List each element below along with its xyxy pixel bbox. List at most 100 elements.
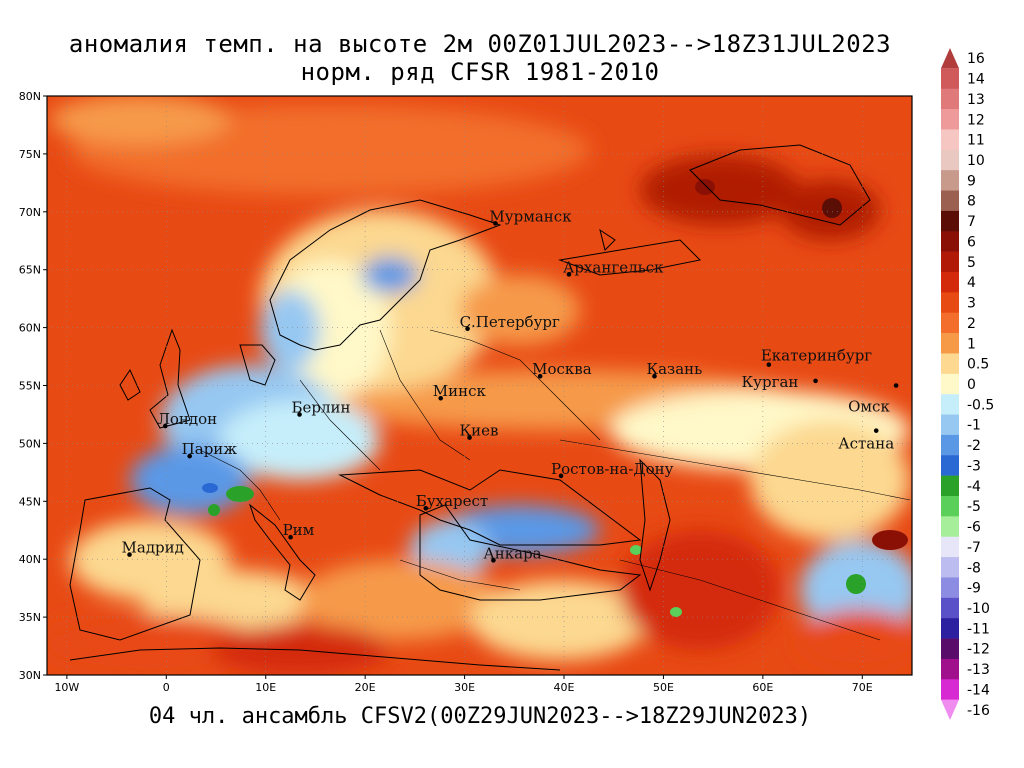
legend-label: 16 [967,51,985,67]
legend-label: 7 [967,214,976,230]
legend-label: 13 [967,92,985,108]
legend-label: 2 [967,316,976,332]
legend-swatch [941,88,959,110]
legend-swatch [941,373,959,395]
legend-swatch [941,109,959,130]
city-label: Анкара [483,544,541,562]
city-label: Мурманск [489,207,572,225]
lon-tick-label: 0 [163,681,170,694]
legend-label: 6 [967,234,976,250]
legend-label: -6 [967,520,981,536]
legend-label: 10 [967,153,985,169]
legend-label: -2 [967,438,981,454]
legend-swatch [941,251,959,273]
city-marker [813,378,818,384]
city-label: Мадрид [122,539,184,557]
lon-tick-label: 10E [255,681,276,694]
legend-swatch [941,190,959,212]
city-label: Париж [182,440,238,458]
legend-swatch [941,210,959,232]
legend-swatch [941,557,959,578]
legend-swatch [941,149,959,171]
city-label: Астана [838,435,894,453]
lon-tick-label: 50E [653,681,674,694]
legend-label: -0.5 [967,397,994,413]
city-label: Казань [646,360,702,378]
legend-swatch-top [941,48,959,69]
city-label: Курган [742,373,799,391]
city-marker [558,473,564,479]
legend-swatch [941,536,959,558]
ensemble-footer: 04 чл. ансамбль CFSV2(00Z29JUN2023-->18Z… [148,704,812,729]
borders [199,329,911,641]
map-title: аномалия темп. на высоте 2м 00Z01JUL2023… [68,30,892,58]
city-marker [467,435,472,440]
legend-label: 9 [967,173,976,189]
legend-label: -4 [967,479,981,495]
lon-tick-label: 40E [554,681,575,694]
legend-swatch [941,414,959,436]
lat-tick-label: 60N [19,322,41,335]
city-label: С.Петербург [460,313,560,331]
legend-label: -9 [967,581,981,597]
anomaly-field [47,96,912,675]
city-marker [491,558,496,563]
legend-label: -14 [967,682,990,698]
lat-tick-label: 55N [19,380,41,393]
legend-label: -3 [967,458,981,474]
city-marker [438,395,444,401]
legend-swatch [941,68,959,90]
lat-tick-label: 45N [19,495,41,508]
legend-label: -16 [967,703,990,719]
city-label: Екатеринбург [761,347,872,365]
lon-tick-label: 70E [852,681,873,694]
city-marker [652,373,657,379]
city-label: Лондон [157,410,217,428]
lon-tick-label: 20E [355,681,376,694]
legend-swatch [941,333,959,354]
legend-swatch [941,516,959,538]
legend-swatch [941,577,959,599]
lat-tick-label: 70N [19,206,41,219]
legend-label: -10 [967,601,990,617]
lon-tick-label: 30E [454,681,475,694]
lat-tick-label: 75N [19,148,41,161]
lon-tick-label: 10W [54,681,79,694]
legend-swatch [941,292,959,314]
city-marker [163,423,168,429]
legend-swatch [941,170,959,191]
legend-swatch [941,679,959,700]
legend-swatch [941,231,959,252]
city-label: Берлин [292,398,351,416]
legend-label: 8 [967,194,976,210]
legend-label: 12 [967,112,985,128]
legend-label: -5 [967,499,981,515]
lat-tick-label: 80N [19,90,41,103]
city-marker [766,362,772,367]
legend-label: 14 [967,72,985,88]
legend-swatch [941,475,959,497]
legend-swatch [941,353,959,375]
legend-swatch [941,618,959,639]
city-marker [493,221,498,226]
legend-label: 4 [967,275,976,291]
city-marker [893,383,899,388]
legend-label: 0.5 [967,357,989,373]
city-marker [187,453,192,459]
map-subtitle: норм. ряд CFSR 1981-2010 [300,58,660,86]
legend-swatch [941,434,959,456]
city-marker [423,505,429,511]
legend-label: 1 [967,336,976,352]
legend-label: 11 [967,133,985,149]
legend-label: 5 [967,255,976,271]
city-marker [465,326,470,332]
legend-swatch [941,394,959,415]
legend-label: -12 [967,642,990,658]
city-marker [127,552,132,557]
lat-tick-label: 65N [19,264,41,277]
legend-label: 0 [967,377,976,393]
city-label: Москва [532,360,592,378]
legend-swatch [941,312,959,334]
legend-swatch [941,129,959,151]
legend-swatch [941,658,959,680]
